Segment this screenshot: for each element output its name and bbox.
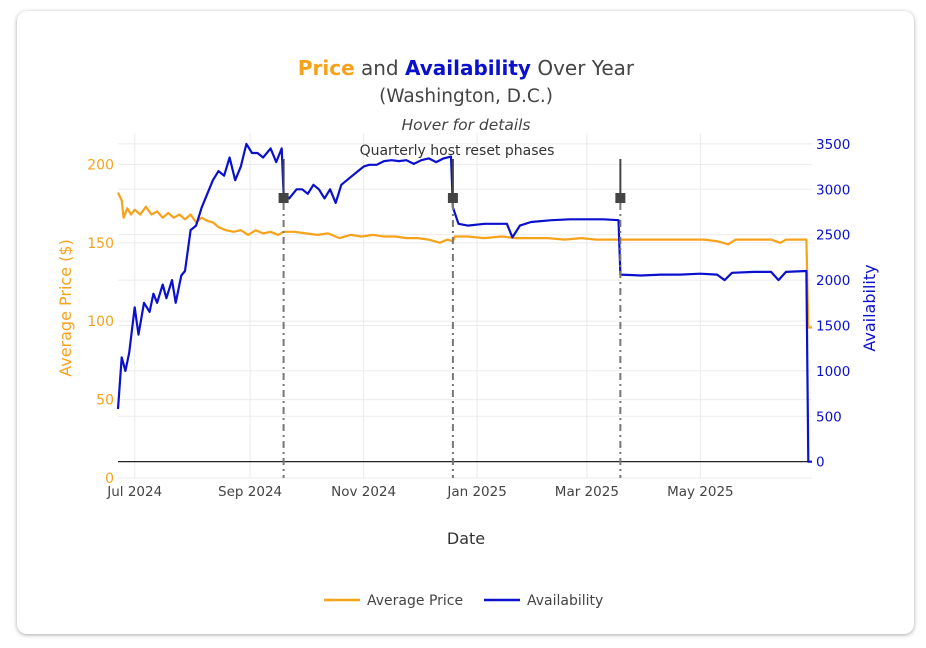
legend-item-availability[interactable]: Availability (484, 593, 603, 609)
y-right-tick-label: 500 (816, 409, 842, 425)
y-axis-left-label: Average Price ($) (56, 239, 75, 377)
x-tick-label: Sep 2024 (218, 484, 282, 500)
reset-annotation: Quarterly host reset phases (360, 143, 555, 159)
chart-text: Price and Availability Over Year (Washin… (56, 56, 879, 548)
x-tick-label: Jul 2024 (106, 484, 162, 500)
y-right-tick-label: 1000 (816, 364, 850, 380)
series-line-availability (116, 142, 812, 463)
title-availability-word: Availability (405, 56, 531, 80)
grid (118, 133, 812, 479)
y-right-tick-label: 3000 (816, 182, 850, 198)
title-and-word: and (355, 56, 405, 80)
chart-card (17, 11, 914, 634)
chart-subtitle: Hover for details (401, 116, 530, 134)
x-tick-label: Jan 2025 (446, 484, 506, 500)
reset-marker-square (615, 193, 626, 203)
y-left-tick-label: 200 (87, 157, 114, 173)
title-price-word: Price (298, 56, 355, 80)
y-right-tick-label: 2500 (816, 228, 850, 244)
y-right-tick-label: 0 (816, 455, 825, 471)
chart-title-location: (Washington, D.C.) (379, 86, 553, 107)
legend-label-availability: Availability (527, 593, 603, 609)
x-tick-label: Nov 2024 (331, 484, 396, 500)
legend[interactable]: Average Price Availability (324, 593, 603, 609)
y-right-tick-label: 1500 (816, 318, 850, 334)
y-right-tick-label: 2000 (816, 273, 850, 289)
y-left-tick-label: 0 (105, 471, 114, 487)
series-line-price (117, 192, 812, 329)
reset-marker-square (278, 193, 289, 203)
legend-item-price[interactable]: Average Price (324, 593, 463, 609)
x-tick-label: Mar 2025 (555, 484, 619, 500)
y-axis-right-label: Availability (860, 264, 879, 351)
y-left-tick-label: 100 (87, 314, 114, 330)
legend-label-price: Average Price (367, 593, 463, 609)
y-left-tick-label: 150 (87, 236, 114, 252)
chart-title: Price and Availability Over Year (298, 56, 635, 80)
y-right-tick-label: 3500 (816, 137, 850, 153)
plot-marks[interactable] (116, 142, 812, 478)
x-axis-label: Date (447, 529, 485, 548)
x-tick-label: May 2025 (667, 484, 734, 500)
reset-marker-square (447, 193, 458, 203)
title-tail: Over Year (531, 56, 635, 80)
y-left-tick-label: 50 (96, 393, 114, 409)
